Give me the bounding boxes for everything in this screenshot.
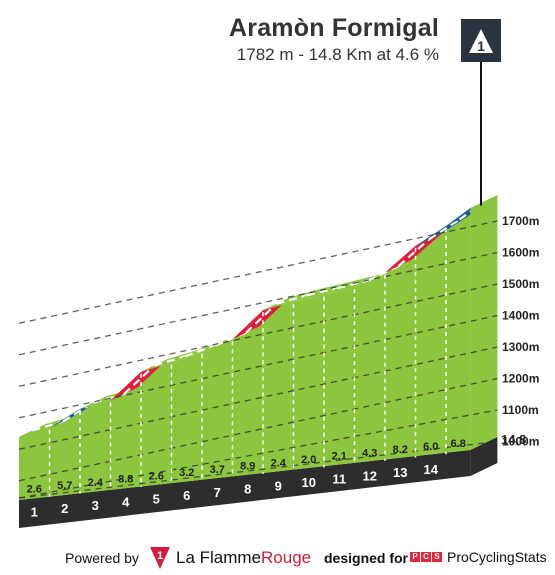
pcs-letter-p: P: [410, 552, 420, 562]
segment-gradient-label: 2.1: [332, 451, 347, 463]
footer: Powered by 1 La FlammeRouge designed for…: [0, 547, 555, 571]
elevation-tick-label: 1100m: [502, 403, 539, 417]
elevation-tick-label: 1500m: [502, 277, 539, 291]
distance-tick-label: 3: [92, 498, 99, 513]
la-flamme-rouge-logo[interactable]: 1 La FlammeRouge: [150, 547, 311, 569]
segment-gradient-label: 8.9: [240, 461, 255, 473]
distance-tick-label: 6: [183, 488, 190, 503]
elevation-gridline: [18, 220, 498, 324]
distance-tick-label: 2: [61, 501, 68, 516]
elevation-gridline: [18, 346, 498, 450]
elevation-tick-label: 1000m: [502, 435, 539, 449]
distance-tick-label: 10: [302, 475, 316, 490]
category-1-triangle-icon: [469, 29, 493, 53]
segment-gradient-label: 8.8: [118, 474, 133, 486]
segment-centerline: [306, 287, 338, 297]
elevation-gridline: [18, 440, 498, 499]
designed-for-text: designed for: [324, 550, 409, 566]
pcs-name: ProCyclingStats: [447, 549, 547, 565]
distance-band-end: [470, 437, 498, 476]
segment-gradient-label: 8.2: [393, 444, 408, 456]
powered-by-text: Powered by: [65, 550, 139, 566]
elevation-gridline: [18, 409, 498, 499]
climb-summary: 1782 m - 14.8 Km at 4.6 %: [236, 45, 439, 64]
distance-tick-label: 13: [393, 465, 407, 480]
distance-tick-label: 11: [332, 472, 346, 487]
segment-gradient-label: 3.2: [179, 467, 194, 479]
distance-tick-label: 1: [31, 504, 38, 519]
category-label: 1: [477, 38, 485, 54]
segment-gradient-label: 4.3: [362, 447, 377, 459]
elevation-tick-label: 1700m: [502, 214, 539, 228]
segment-centerline: [428, 218, 461, 241]
segment-centerline: [123, 364, 156, 395]
elevation-gridline: [18, 314, 498, 419]
segment-gradient-label: 2.4: [88, 477, 104, 489]
pcs-letter-c: C: [421, 552, 431, 562]
segment-gradient-label: 2.0: [301, 454, 316, 466]
climb-name: Aramòn Formigal: [229, 14, 439, 42]
distance-band: [19, 450, 471, 528]
segment-gradient-label: 3.7: [210, 464, 225, 476]
segment-gradient-label: 5.7: [57, 480, 72, 492]
segment-centerline: [245, 302, 278, 334]
chart-title-block: Aramòn Formigal 1782 m - 14.8 Km at 4.6 …: [229, 14, 439, 65]
distance-tick-label: 9: [275, 478, 282, 493]
distance-tick-label: 7: [214, 485, 221, 500]
segment-gradient-label: 2.6: [149, 470, 164, 482]
distance-tick-label: 4: [122, 495, 130, 510]
procyclingstats-logo[interactable]: P C S ProCyclingStats: [410, 549, 547, 565]
brand-name-b: Rouge: [261, 548, 312, 567]
profile-end-face: [470, 195, 498, 450]
segment-gradient-label: 6.0: [423, 441, 438, 453]
climb-profile-chart: 1000m 1100m 1200m 1300m 1400m 1500m 1600m 1700m…: [18, 19, 539, 528]
distance-end-label: 14.8: [501, 432, 526, 447]
elevation-gridline: [18, 251, 498, 356]
brand-name-a: La Flamme: [176, 548, 262, 567]
flamme-rouge-badge: 1: [157, 550, 163, 562]
segment-centerline: [154, 355, 186, 367]
segment-centerline: [397, 238, 430, 267]
segment-centerline: [184, 344, 216, 358]
profile-face: [19, 208, 471, 500]
segment-centerline: [337, 279, 369, 290]
elevation-tick-label: 1400m: [502, 309, 539, 323]
flamme-rouge-flag-icon: 1: [150, 547, 170, 569]
segment-gradient-label: 2.6: [27, 483, 42, 495]
distance-tick-label: 8: [244, 482, 251, 497]
elevation-tick-label: 1300m: [502, 340, 539, 354]
elevation-gridline: [18, 283, 498, 387]
elevation-gridline: [18, 377, 498, 482]
distance-tick-label: 14: [424, 462, 439, 477]
distance-tick-label: 5: [153, 491, 160, 506]
segment-gradient-label: 6.8: [451, 438, 466, 450]
elevation-tick-label: 1600m: [502, 246, 539, 260]
pcs-letter-s: S: [432, 552, 442, 562]
distance-tick-label: 12: [363, 468, 377, 483]
segment-surface: [232, 297, 290, 340]
elevation-tick-label: 1200m: [502, 372, 539, 386]
segment-gradient-label: 2.4: [271, 457, 287, 469]
segment-centerline: [276, 294, 308, 305]
